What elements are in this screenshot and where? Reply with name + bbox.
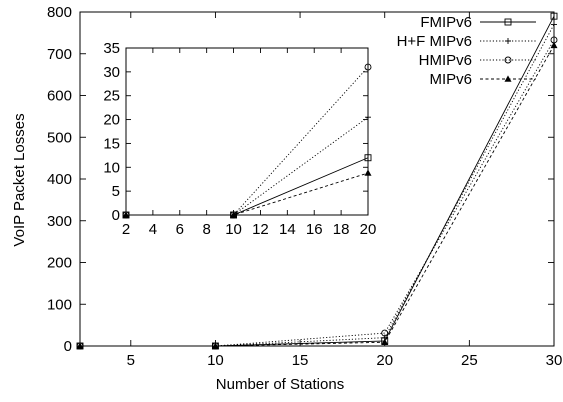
inset-x-tick-label: 4 (149, 221, 157, 238)
inset-x-tick-label: 16 (306, 221, 323, 238)
main-x-tick-label: 15 (292, 352, 309, 369)
main-data-point-mipv6 (550, 41, 558, 49)
inset-frame (125, 47, 369, 216)
x-axis-title: Number of Stations (216, 376, 344, 393)
inset-data-point-h-f-mipv6 (365, 114, 371, 121)
inset-plot: 2 4 6 8 10 12 14 16 18 20 0 5 10 15 20 25 30 35 (103, 40, 376, 238)
legend-marker-fmipv6 (504, 18, 512, 26)
main-y-tick-label: 500 (47, 129, 72, 146)
inset-x-tick-label: 8 (202, 221, 210, 238)
legend-label-fmipv6: FMIPv6 (420, 14, 472, 31)
inset-y-tick-label: 5 (112, 183, 120, 200)
inset-data-point-mipv6 (364, 169, 372, 176)
main-y-tick-label: 800 (47, 4, 72, 21)
main-y-tick-label: 700 (47, 46, 72, 63)
inset-data-point-hmipv6 (364, 63, 372, 71)
inset-data-point-mipv6 (230, 211, 238, 218)
main-y-tick-label: 200 (47, 255, 72, 272)
main-y-tick-label: 400 (47, 171, 72, 188)
inset-data-point-mipv6 (122, 211, 130, 218)
main-data-point-mipv6 (381, 338, 389, 345)
inset-x-tick-label: 10 (225, 221, 242, 238)
main-data-point-fmipv6 (550, 12, 558, 20)
legend-marker-mipv6 (504, 75, 512, 82)
main-x-tick-label: 10 (207, 352, 224, 369)
main-y-tick-label: 0 (64, 338, 72, 355)
main-x-tick-label: 20 (376, 352, 393, 369)
inset-data-point-fmipv6 (364, 154, 372, 162)
main-x-tick-label: 30 (546, 352, 563, 369)
main-data-point-h-f-mipv6 (551, 21, 557, 28)
inset-y-tick-label: 20 (103, 112, 120, 129)
inset-y-tick-label: 15 (103, 135, 120, 152)
inset-x-tick-label: 12 (252, 221, 269, 238)
main-data-point-mipv6 (211, 342, 219, 349)
legend-marker-hmipv6 (504, 56, 512, 64)
main-y-tick-label: 100 (47, 296, 72, 313)
inset-x-tick-label: 6 (176, 221, 184, 238)
inset-y-tick-label: 25 (103, 88, 120, 105)
y-axis-title: VoIP Packet Losses (11, 113, 28, 246)
legend: FMIPv6 H+F MIPv6 HMIPv6 MIPv6 (397, 14, 536, 88)
inset-x-tick-label: 18 (333, 221, 350, 238)
main-x-tick-label: 25 (461, 352, 478, 369)
legend-label-mipv6: MIPv6 (429, 71, 472, 88)
main-series-line-mipv6 (80, 45, 555, 347)
inset-series-line-mipv6 (126, 172, 369, 216)
main-data-point-hmipv6 (381, 329, 389, 337)
inset-x-tick-label: 14 (279, 221, 296, 238)
legend-marker-h-f-mipv6 (505, 38, 511, 44)
main-x-tick-label: 5 (127, 352, 135, 369)
legend-label-hmipv6: HMIPv6 (419, 52, 472, 69)
inset-y-tick-label: 0 (112, 207, 120, 224)
inset-x-tick-label: 20 (360, 221, 377, 238)
main-y-tick-label: 600 (47, 88, 72, 105)
inset-x-tick-label: 2 (122, 221, 130, 238)
inset-y-tick-label: 35 (103, 40, 120, 57)
main-y-tick-label: 300 (47, 213, 72, 230)
main-data-point-mipv6 (76, 342, 84, 349)
inset-y-tick-label: 30 (103, 64, 120, 81)
inset-y-tick-label: 10 (103, 159, 120, 176)
legend-label-h-f-mipv6: H+F MIPv6 (397, 33, 472, 50)
